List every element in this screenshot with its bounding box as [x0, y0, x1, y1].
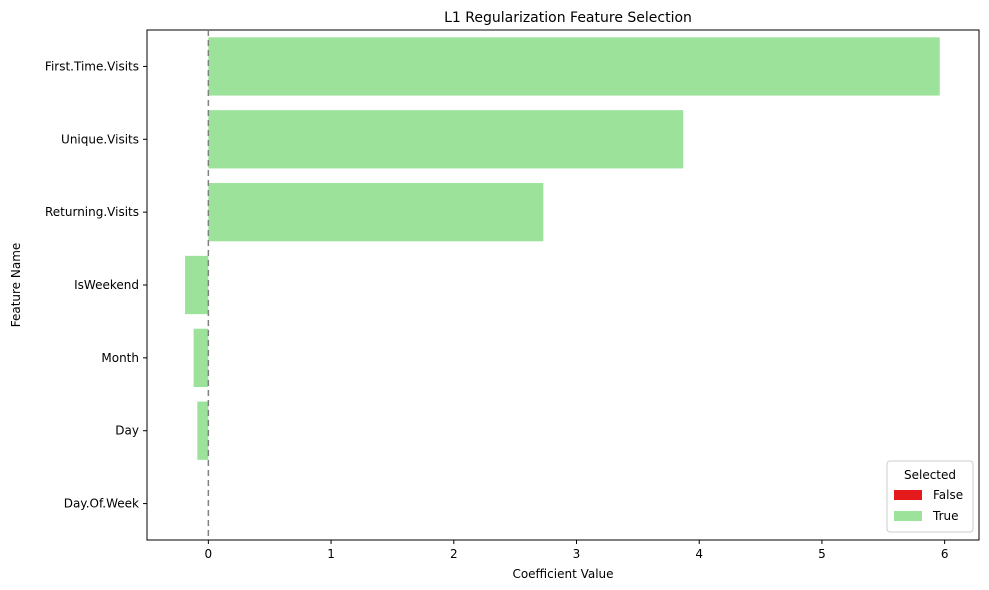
legend-title: Selected [904, 468, 956, 482]
bar-month [193, 328, 209, 387]
y-tick-label: Day [115, 424, 139, 438]
y-tick-label: IsWeekend [74, 278, 139, 292]
x-tick-label: 6 [941, 547, 949, 561]
legend-swatch-true [894, 511, 922, 521]
x-tick-label: 5 [818, 547, 826, 561]
bars-group [185, 37, 940, 460]
x-tick-label: 0 [205, 547, 213, 561]
bar-day [197, 401, 209, 460]
x-tick-label: 1 [327, 547, 335, 561]
legend-swatch-false [894, 490, 922, 500]
x-tick-label: 4 [695, 547, 703, 561]
chart-title: L1 Regularization Feature Selection [444, 10, 692, 26]
legend-label-false: False [933, 488, 963, 502]
y-tick-label: Unique.Visits [61, 132, 139, 146]
legend: Selected False True [886, 460, 974, 533]
x-tick-label: 2 [450, 547, 458, 561]
plot-frame [146, 29, 980, 541]
y-tick-label: First.Time.Visits [45, 59, 139, 73]
plot-area [146, 29, 980, 541]
y-axis-ticks: First.Time.Visits Unique.Visits Returning.… [45, 59, 147, 511]
bar-unique-visits [208, 110, 684, 169]
x-axis-ticks: 0 1 2 3 4 5 6 [205, 540, 949, 561]
legend-label-true: True [932, 509, 959, 523]
y-tick-label: Month [101, 351, 139, 365]
y-tick-label: Returning.Visits [45, 205, 139, 219]
y-axis-label: Feature Name [9, 243, 23, 328]
bar-returning-visits [208, 183, 544, 242]
x-axis-label: Coefficient Value [512, 567, 613, 581]
bar-isweekend [185, 255, 209, 315]
x-tick-label: 3 [573, 547, 581, 561]
y-tick-label: Day.Of.Week [64, 497, 139, 511]
bar-first-time-visits [208, 37, 940, 96]
